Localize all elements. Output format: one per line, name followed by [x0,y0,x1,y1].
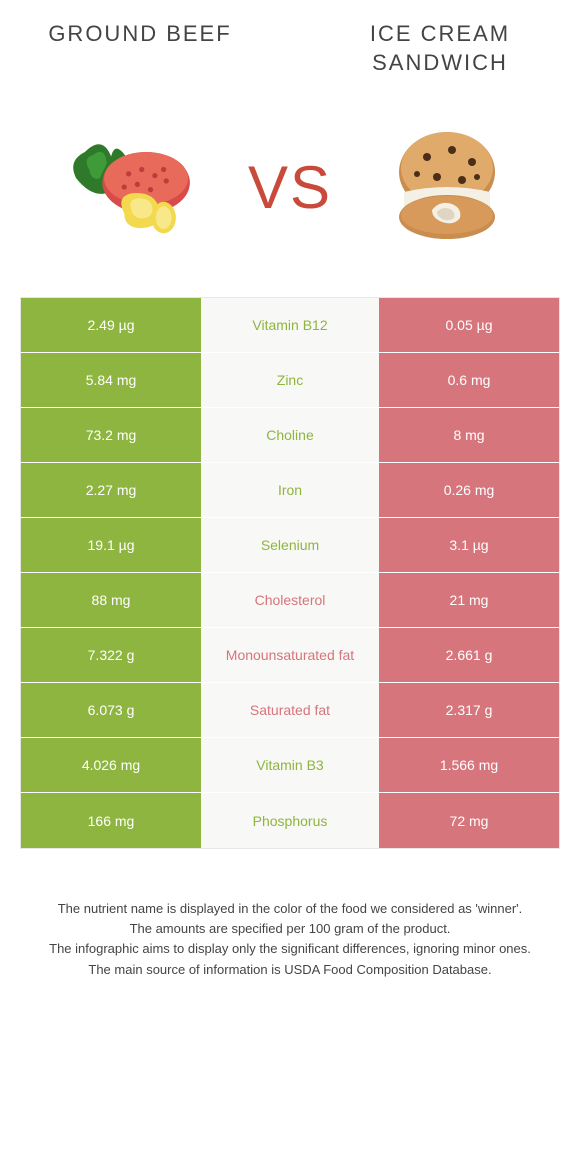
table-row: 2.49 µgVitamin B120.05 µg [21,298,559,353]
cell-nutrient: Iron [201,463,379,517]
cell-right-value: 3.1 µg [379,518,559,572]
cell-left-value: 88 mg [21,573,201,627]
cell-nutrient: Saturated fat [201,683,379,737]
cell-left-value: 5.84 mg [21,353,201,407]
cell-left-value: 73.2 mg [21,408,201,462]
cell-left-value: 166 mg [21,793,201,848]
cell-nutrient: Monounsaturated fat [201,628,379,682]
table-row: 88 mgCholesterol21 mg [21,573,559,628]
cell-nutrient: Phosphorus [201,793,379,848]
vs-row: VS [0,87,580,297]
header: GROUND BEEF ICE CREAM SANDWICH [0,0,580,87]
cell-left-value: 2.27 mg [21,463,201,517]
footer-line: The amounts are specified per 100 gram o… [40,919,540,939]
title-right: ICE CREAM SANDWICH [340,20,540,77]
cell-right-value: 72 mg [379,793,559,848]
cell-left-value: 4.026 mg [21,738,201,792]
cell-left-value: 19.1 µg [21,518,201,572]
table-row: 19.1 µgSelenium3.1 µg [21,518,559,573]
cell-right-value: 8 mg [379,408,559,462]
table-row: 6.073 gSaturated fat2.317 g [21,683,559,738]
footer-notes: The nutrient name is displayed in the co… [0,849,580,1000]
footer-line: The main source of information is USDA F… [40,960,540,980]
table-row: 166 mgPhosphorus72 mg [21,793,559,848]
cell-right-value: 0.26 mg [379,463,559,517]
cell-nutrient: Zinc [201,353,379,407]
food-right-image [377,117,517,257]
cell-right-value: 1.566 mg [379,738,559,792]
cell-right-value: 2.317 g [379,683,559,737]
footer-line: The nutrient name is displayed in the co… [40,899,540,919]
cell-nutrient: Choline [201,408,379,462]
cell-left-value: 6.073 g [21,683,201,737]
table-row: 4.026 mgVitamin B31.566 mg [21,738,559,793]
cell-nutrient: Cholesterol [201,573,379,627]
ice-cream-sandwich-icon [382,122,512,252]
table-row: 7.322 gMonounsaturated fat2.661 g [21,628,559,683]
cell-right-value: 2.661 g [379,628,559,682]
title-left: GROUND BEEF [40,20,240,77]
vs-label: VS [248,153,332,222]
food-left-image [63,117,203,257]
cell-right-value: 0.05 µg [379,298,559,352]
cell-nutrient: Vitamin B3 [201,738,379,792]
cell-right-value: 0.6 mg [379,353,559,407]
ground-beef-icon [63,122,203,252]
table-row: 5.84 mgZinc0.6 mg [21,353,559,408]
cell-nutrient: Vitamin B12 [201,298,379,352]
cell-left-value: 2.49 µg [21,298,201,352]
footer-line: The infographic aims to display only the… [40,939,540,959]
cell-right-value: 21 mg [379,573,559,627]
table-row: 73.2 mgCholine8 mg [21,408,559,463]
table-row: 2.27 mgIron0.26 mg [21,463,559,518]
cell-left-value: 7.322 g [21,628,201,682]
cell-nutrient: Selenium [201,518,379,572]
comparison-table: 2.49 µgVitamin B120.05 µg5.84 mgZinc0.6 … [20,297,560,849]
